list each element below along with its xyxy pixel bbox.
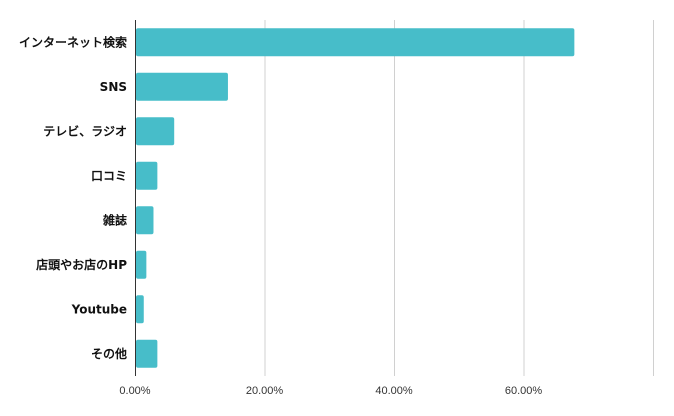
x-tick-label: 60.00% <box>505 385 543 397</box>
bars <box>136 28 575 368</box>
category-label: その他 <box>91 346 127 361</box>
category-label: SNS <box>100 80 127 94</box>
bar <box>136 28 575 57</box>
category-label: 店頭やお店のHP <box>36 257 127 272</box>
x-tick-label: 20.00% <box>246 385 284 397</box>
bar <box>136 161 158 190</box>
x-tick-label: 0.00% <box>119 385 150 397</box>
category-label: Youtube <box>71 302 127 316</box>
x-tick-labels: 0.00% 20.00% 40.00% 60.00% <box>119 385 542 397</box>
category-label: インターネット検索 <box>19 34 127 49</box>
x-tick-label: 40.00% <box>375 385 413 397</box>
bar <box>136 339 158 368</box>
bar <box>136 117 175 146</box>
category-label: 雑誌 <box>102 212 127 227</box>
category-label: 口コミ <box>91 169 127 183</box>
bar <box>136 295 144 324</box>
bar <box>136 206 154 235</box>
bar <box>136 250 147 279</box>
bar <box>136 72 228 101</box>
category-label: テレビ、ラジオ <box>43 123 127 138</box>
